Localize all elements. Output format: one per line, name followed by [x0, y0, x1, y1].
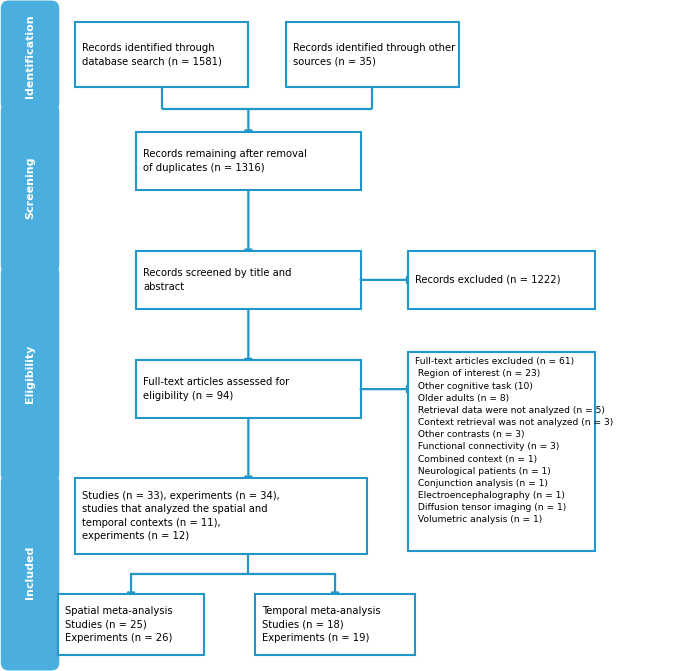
FancyBboxPatch shape: [1, 1, 60, 111]
FancyBboxPatch shape: [58, 594, 204, 655]
Text: Full-text articles assessed for
eligibility (n = 94): Full-text articles assessed for eligibil…: [143, 377, 289, 401]
Text: Screening: Screening: [25, 157, 35, 219]
Text: Records remaining after removal
of duplicates (n = 1316): Records remaining after removal of dupli…: [143, 149, 307, 172]
FancyBboxPatch shape: [408, 251, 595, 309]
FancyBboxPatch shape: [75, 22, 249, 87]
FancyBboxPatch shape: [1, 265, 60, 482]
FancyBboxPatch shape: [1, 474, 60, 670]
FancyBboxPatch shape: [75, 478, 367, 554]
Text: Temporal meta-analysis
Studies (n = 18)
Experiments (n = 19): Temporal meta-analysis Studies (n = 18) …: [262, 605, 381, 643]
FancyBboxPatch shape: [286, 22, 459, 87]
Text: Records identified through other
sources (n = 35): Records identified through other sources…: [292, 43, 455, 66]
FancyBboxPatch shape: [255, 594, 415, 655]
Text: Full-text articles excluded (n = 61)
 Region of interest (n = 23)
 Other cogniti: Full-text articles excluded (n = 61) Reg…: [415, 358, 613, 524]
Text: Records screened by title and
abstract: Records screened by title and abstract: [143, 268, 291, 292]
Text: Spatial meta-analysis
Studies (n = 25)
Experiments (n = 26): Spatial meta-analysis Studies (n = 25) E…: [64, 605, 173, 643]
Text: Studies (n = 33), experiments (n = 34),
studies that analyzed the spatial and
te: Studies (n = 33), experiments (n = 34), …: [82, 491, 279, 541]
Text: Identification: Identification: [25, 14, 35, 97]
FancyBboxPatch shape: [136, 251, 360, 309]
FancyBboxPatch shape: [1, 103, 60, 273]
FancyBboxPatch shape: [136, 132, 360, 190]
FancyBboxPatch shape: [408, 352, 595, 551]
FancyBboxPatch shape: [136, 360, 360, 418]
Text: Eligibility: Eligibility: [25, 344, 35, 403]
Text: Included: Included: [25, 546, 35, 599]
Text: Records excluded (n = 1222): Records excluded (n = 1222): [415, 275, 560, 285]
Text: Records identified through
database search (n = 1581): Records identified through database sear…: [82, 43, 222, 66]
